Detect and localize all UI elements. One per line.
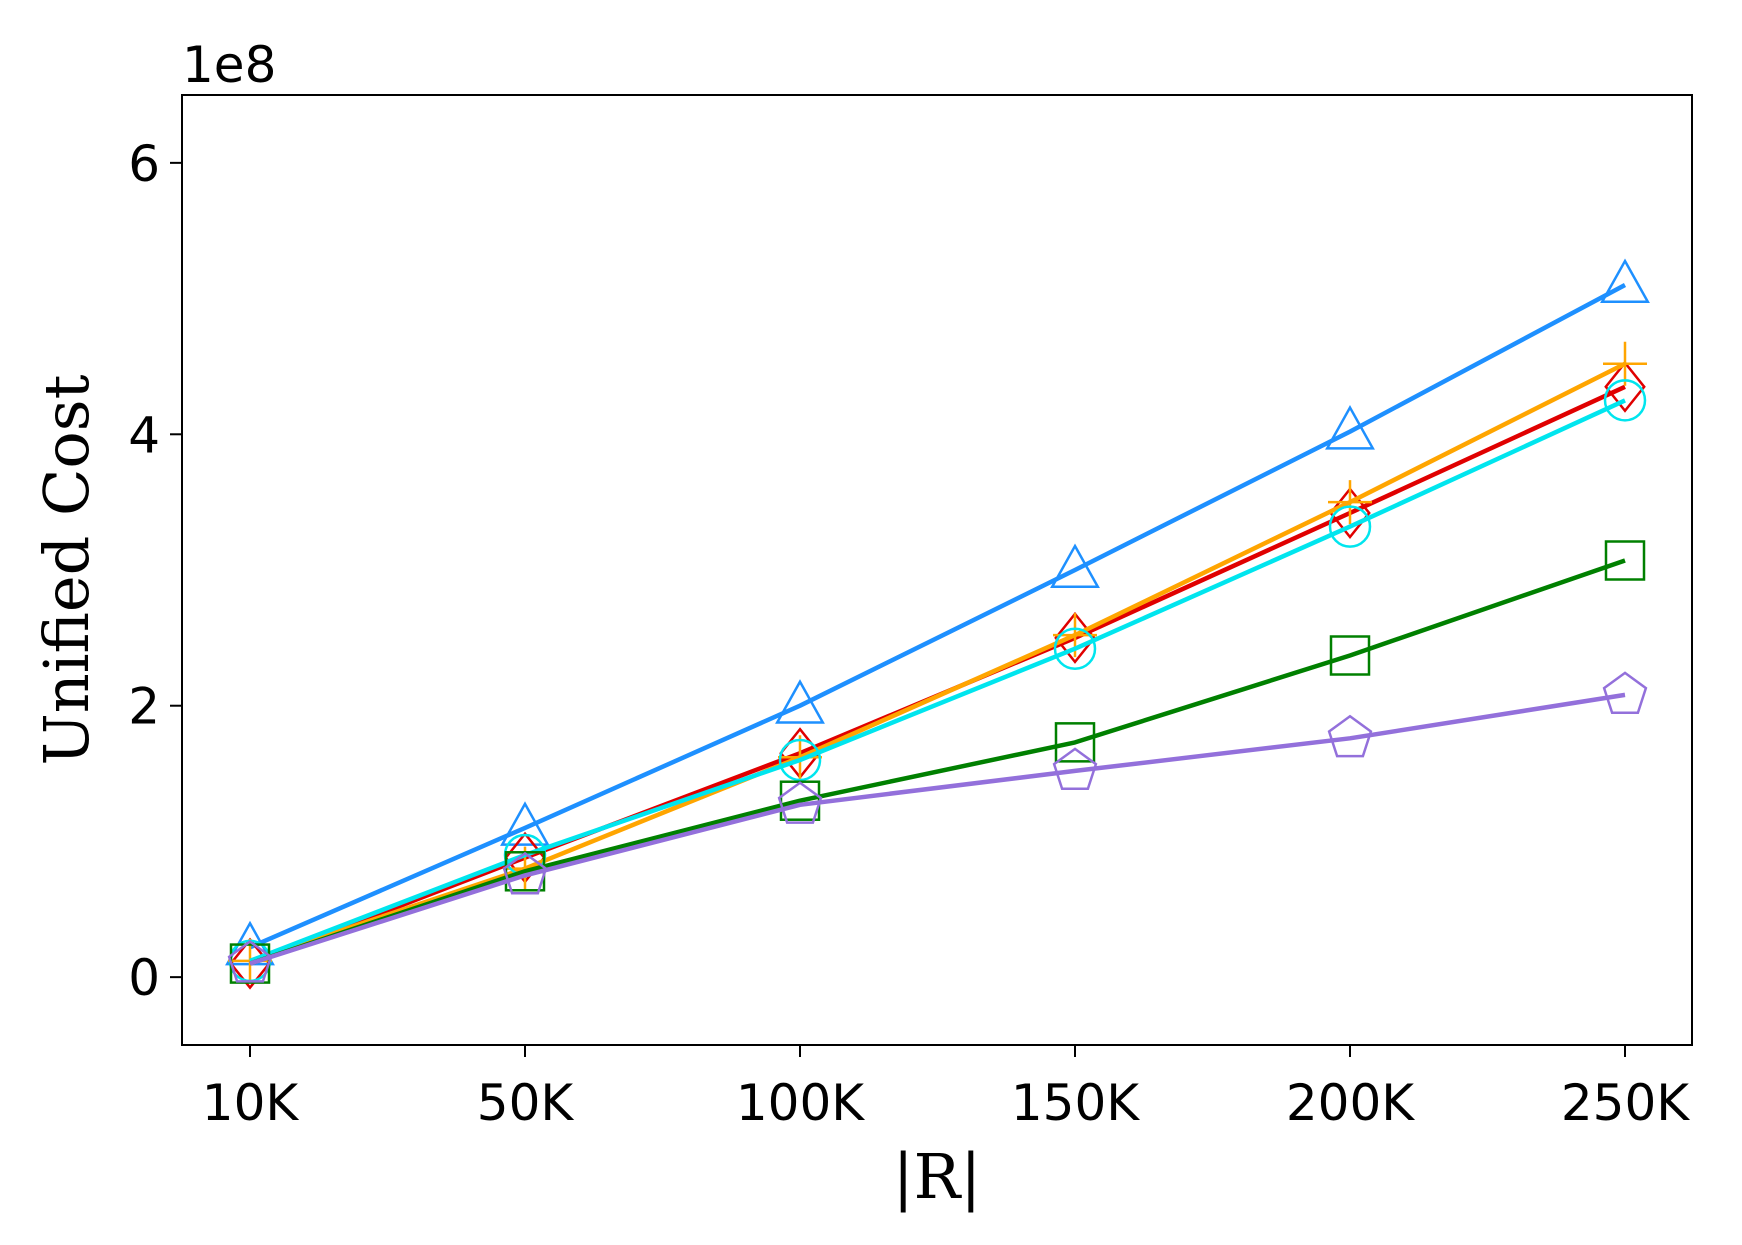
- pentagon-marker: [777, 781, 823, 824]
- y-tick-label: 0: [128, 949, 160, 1007]
- circle-marker: [1053, 627, 1097, 670]
- series-line: [249, 283, 1627, 950]
- series-pentagon: [227, 671, 1648, 983]
- x-axis-title: |R|: [893, 1140, 981, 1213]
- square-marker: [1054, 722, 1096, 763]
- triangle-marker: [500, 801, 550, 846]
- x-axis: 10K 50K 100K 150K 200K 250K: [202, 1045, 1690, 1132]
- series-line: [249, 384, 1626, 966]
- pentagon-marker: [227, 940, 273, 983]
- circle-marker: [1603, 379, 1647, 422]
- diamond-marker: [1329, 486, 1371, 540]
- x-tick-label: 50K: [477, 1074, 575, 1132]
- x-tick-label: 150K: [1011, 1074, 1140, 1132]
- plus-marker: [778, 735, 822, 780]
- pentagon-marker: [502, 851, 548, 895]
- y-axis-title: Unified Cost: [30, 374, 103, 765]
- plus-marker: [1603, 341, 1647, 386]
- y-axis-offset-label: 1e8: [182, 36, 276, 94]
- series-line: [249, 558, 1626, 966]
- square-marker: [1329, 635, 1371, 676]
- plus-marker: [1328, 480, 1372, 525]
- y-tick-label: 6: [128, 135, 160, 193]
- series-line: [249, 692, 1626, 966]
- triangle-marker: [775, 679, 825, 724]
- plot-area: [181, 94, 1693, 1046]
- series-line: [249, 398, 1626, 963]
- diamond-marker: [1604, 360, 1646, 413]
- y-tick-label: 4: [128, 406, 160, 464]
- x-tick-label: 250K: [1561, 1074, 1690, 1132]
- circle-marker: [1328, 505, 1372, 548]
- series-square: [229, 540, 1646, 984]
- y-tick-label: 2: [128, 678, 160, 736]
- y-axis: 0 2 4 6: [128, 135, 182, 1007]
- pentagon-marker: [1602, 671, 1648, 714]
- x-tick-label: 100K: [736, 1074, 865, 1132]
- x-tick-label: 200K: [1286, 1074, 1415, 1132]
- series-layer: [225, 258, 1650, 990]
- x-tick-label: 10K: [202, 1074, 300, 1132]
- series-line: [249, 361, 1627, 964]
- triangle-marker: [1325, 405, 1375, 450]
- triangle-marker: [1600, 258, 1650, 304]
- pentagon-marker: [1327, 714, 1373, 758]
- square-marker: [1604, 540, 1646, 581]
- circle-marker: [778, 738, 822, 782]
- pentagon-marker: [1052, 747, 1098, 790]
- series-triangle: [225, 258, 1650, 966]
- triangle-marker: [1050, 543, 1100, 589]
